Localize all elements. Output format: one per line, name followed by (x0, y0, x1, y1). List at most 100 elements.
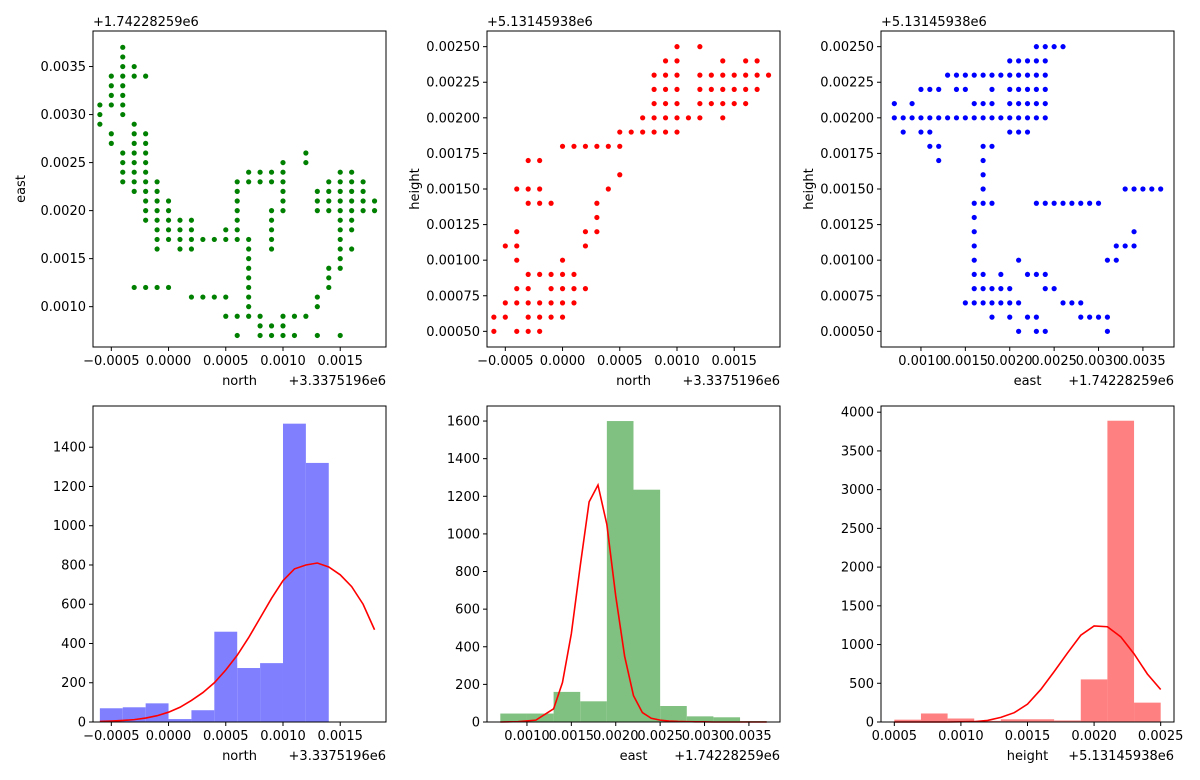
y-tick-label: 0.0030 (41, 108, 87, 123)
scatter-point (559, 143, 566, 149)
scatter-point (291, 332, 298, 339)
scatter-point (1104, 257, 1111, 263)
scatter-point (143, 217, 149, 223)
scatter-point (514, 229, 520, 235)
y-tick-label: 200 (455, 678, 480, 693)
x-offset-text: +3.3375196e6 (289, 374, 386, 389)
scatter-point (314, 198, 320, 204)
scatter-point (257, 323, 263, 329)
scatter-point (594, 214, 600, 221)
scatter-point (548, 286, 554, 292)
scatter-point (211, 294, 217, 300)
histogram-bar (713, 717, 741, 722)
scatter-point (548, 200, 554, 206)
scatter-point (268, 236, 275, 243)
scatter-point (651, 129, 657, 135)
scatter-point (165, 227, 172, 233)
scatter-point (246, 313, 252, 319)
histogram-bar (894, 719, 921, 722)
scatter-point (980, 115, 986, 121)
scatter-point (246, 284, 252, 291)
scatter-point (360, 179, 366, 185)
x-axis-label: east (1014, 374, 1042, 389)
scatter-point (280, 198, 286, 204)
scatter-point (971, 271, 977, 278)
scatter-point (537, 314, 543, 320)
scatter-point (548, 300, 554, 306)
y-axis-label: east (14, 175, 29, 203)
scatter-point (980, 143, 986, 149)
scatter-point (303, 159, 309, 166)
scatter-point (525, 200, 531, 206)
scatter-point (514, 328, 520, 334)
histogram-bar (686, 716, 714, 722)
scatter-point (980, 100, 986, 107)
scatter-point (980, 186, 986, 192)
scatter-point (108, 131, 114, 137)
scatter-point (143, 179, 149, 185)
y-tick-label: 0.00150 (426, 183, 480, 198)
scatter-point (662, 129, 669, 135)
scatter-point (662, 100, 669, 107)
axes-frame (486, 30, 781, 348)
y-tick-label: 0.00100 (426, 254, 480, 269)
scatter-point (1033, 115, 1039, 121)
scatter-point (154, 198, 160, 204)
scatter-point (525, 314, 531, 320)
scatter-point (1060, 300, 1066, 306)
x-offset-text: +1.74228259e6 (1068, 374, 1174, 389)
x-offset-text: +3.3375196e6 (683, 374, 780, 389)
x-tick-label: 0.0010 (260, 729, 306, 744)
scatter-point (1095, 200, 1102, 206)
scatter-point (188, 246, 195, 252)
scatter-point (989, 286, 995, 292)
x-tick-label: 0.0000 (146, 354, 192, 369)
scatter-point (927, 115, 933, 121)
scatter-point (605, 186, 611, 192)
scatter-point (697, 72, 703, 78)
histogram-bar (191, 710, 215, 722)
histogram-bar (1000, 719, 1028, 722)
scatter-point (108, 102, 114, 108)
x-tick-label: 0.0015 (711, 354, 757, 369)
scatter-point (131, 121, 137, 127)
scatter-point (268, 332, 275, 339)
scatter-point (1042, 271, 1048, 278)
scatter-point (582, 286, 589, 292)
scatter-point (1024, 86, 1031, 92)
scatter-point (674, 58, 680, 64)
scatter-point (120, 111, 126, 118)
histogram-bar (974, 720, 1001, 722)
scatter-point (234, 188, 240, 194)
scatter-point (989, 300, 995, 306)
y-tick-label: 2000 (841, 561, 874, 576)
scatter-point (1016, 58, 1022, 64)
scatter-point (953, 115, 960, 121)
scatter-point (674, 129, 680, 135)
scatter-point (143, 188, 149, 194)
histogram-bar (305, 462, 329, 722)
scatter-point (697, 86, 703, 92)
y-tick-label: 0.00225 (820, 76, 874, 91)
x-tick-label: 0.0035 (726, 729, 772, 744)
scatter-point (154, 236, 160, 243)
scatter-point (1078, 200, 1084, 206)
scatter-point (97, 121, 103, 127)
scatter-point (731, 100, 737, 107)
scatter-point (143, 140, 149, 146)
scatter-point (989, 100, 995, 107)
scatter-point (257, 169, 263, 175)
scatter-point (268, 227, 275, 233)
histogram-bar (947, 718, 975, 722)
scatter-point (971, 257, 977, 263)
y-tick-label: 500 (849, 677, 874, 692)
scatter-point (108, 73, 114, 79)
scatter-point (1060, 44, 1066, 50)
scatter-point (200, 236, 206, 243)
x-tick-label: 0.0030 (1076, 354, 1122, 369)
scatter-point (900, 115, 906, 121)
x-offset-text: +5.13145938e6 (1068, 749, 1174, 764)
scatter-point (662, 86, 669, 92)
scatter-point (1033, 44, 1039, 50)
